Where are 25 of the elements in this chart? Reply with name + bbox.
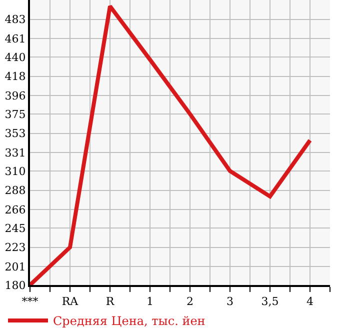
y-tick-label: 418 (4, 70, 26, 84)
x-tick-label: 1 (146, 295, 154, 308)
y-tick-label: 201 (4, 260, 26, 274)
x-tick-label: RA (62, 295, 80, 308)
y-tick-label: 288 (4, 184, 26, 198)
y-tick-label: 353 (4, 127, 26, 140)
y-tick-label: 396 (4, 89, 26, 102)
line-series (30, 4, 312, 285)
x-tick-label: 3,5 (261, 295, 279, 308)
y-tick-label: 266 (4, 203, 26, 216)
y-tick-label: 245 (4, 222, 26, 235)
y-tick-label: 310 (4, 164, 26, 178)
x-tick-label: 2 (186, 295, 194, 308)
y-tick-label: 461 (4, 32, 26, 46)
y-tick-label: 440 (4, 50, 26, 64)
x-tick-label: 4 (306, 295, 314, 308)
legend-label: Средняя Цена, тыс. йен (53, 314, 206, 328)
y-tick-label: 223 (4, 241, 26, 254)
y-tick-label: 483 (4, 13, 26, 26)
x-tick-label: R (106, 295, 115, 308)
x-tick-label: *** (22, 295, 39, 308)
y-tick-label: 180 (4, 278, 26, 292)
x-tick-label: 3 (226, 295, 234, 308)
y-tick-label: 331 (4, 146, 26, 160)
y-tick-label: 375 (4, 108, 26, 121)
